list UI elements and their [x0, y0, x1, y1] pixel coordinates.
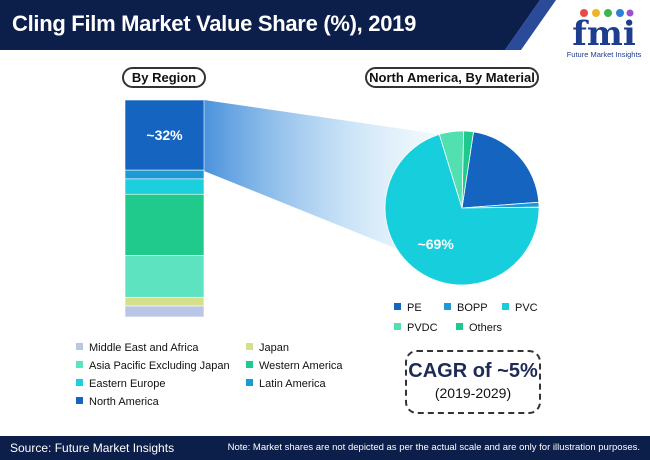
legend-swatch — [444, 303, 451, 310]
header-background — [0, 0, 556, 50]
legend-swatch — [246, 361, 253, 368]
legend-swatch — [76, 397, 83, 404]
bar-label-north-america: ~32% — [146, 127, 183, 143]
legend-swatch — [502, 303, 509, 310]
logo-subtitle: Future Market Insights — [566, 50, 642, 59]
region-chart-title: By Region — [122, 67, 206, 88]
material-chart-title: North America, By Material — [365, 67, 539, 88]
stacked-bar-region: ~32% — [124, 99, 205, 318]
legend-swatch — [246, 379, 253, 386]
pie-slice-pe — [461, 131, 540, 209]
fmi-logo: fmi Future Market Insights — [566, 6, 642, 60]
logo-text: fmi — [572, 14, 636, 54]
cagr-range: (2019-2029) — [434, 385, 512, 401]
legend-item-eastern-europe: Eastern Europe — [76, 378, 165, 390]
legend-item-others: Others — [456, 322, 502, 334]
bar-segment-japan — [124, 296, 205, 307]
bar-segment-asia-pacific-excluding-japan — [124, 255, 205, 298]
legend-item-pvdc: PVDC — [394, 322, 438, 334]
pie-chart-material: ~69% — [384, 130, 540, 286]
legend-swatch — [394, 323, 401, 330]
footer-source: Source: Future Market Insights — [10, 441, 175, 455]
logo-dots-icon — [580, 9, 634, 17]
footer-note: Note: Market shares are not depicted as … — [227, 442, 640, 453]
legend-swatch — [76, 379, 83, 386]
legend-item-asia-pacific: Asia Pacific Excluding Japan — [76, 360, 230, 372]
pie-slice-pvc — [384, 133, 540, 286]
legend-swatch — [394, 303, 401, 310]
charts-canvas: ~32% ~69% — [124, 99, 540, 318]
cagr-value: CAGR of ~5% — [408, 360, 538, 382]
legend-item-pvc: PVC — [502, 302, 538, 314]
cagr-callout: CAGR of ~5% (2019-2029) — [405, 350, 541, 414]
legend-item-japan: Japan — [246, 342, 289, 354]
legend-swatch — [76, 343, 83, 350]
legend-swatch — [246, 343, 253, 350]
legend-item-western-america: Western America — [246, 360, 343, 372]
legend-item-pe: PE — [394, 302, 422, 314]
page-title: Cling Film Market Value Share (%), 2019 — [12, 11, 417, 36]
pie-slice-others — [461, 130, 474, 209]
legend-swatch — [456, 323, 463, 330]
bar-segment-middle-east-and-africa — [124, 305, 205, 318]
legend-item-latin-america: Latin America — [246, 378, 326, 390]
bar-segment-eastern-europe — [124, 178, 205, 195]
bar-segment-latin-america — [124, 169, 205, 180]
legend-item-middle-east-africa: Middle East and Africa — [76, 342, 198, 354]
legend-swatch — [76, 361, 83, 368]
header-banner: Cling Film Market Value Share (%), 2019 — [0, 0, 650, 50]
legend-item-north-america: North America — [76, 396, 159, 408]
bar-segment-western-america — [124, 193, 205, 256]
legend-item-bopp: BOPP — [444, 302, 488, 314]
pie-label-pvc: ~69% — [418, 236, 455, 252]
footer-bar: Source: Future Market Insights Note: Mar… — [0, 436, 650, 460]
